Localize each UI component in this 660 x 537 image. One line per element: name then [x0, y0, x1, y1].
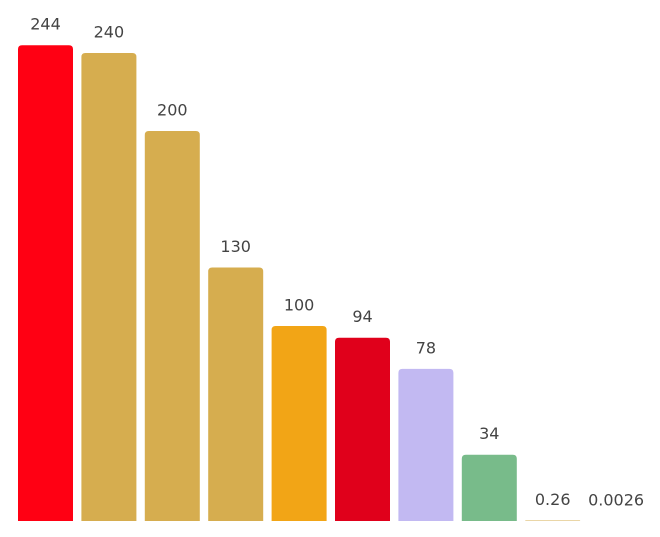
bar — [144, 131, 200, 521]
data-label: 34 — [479, 424, 499, 443]
data-label: 94 — [352, 307, 372, 326]
data-label: 0.0026 — [588, 490, 644, 509]
bar — [398, 368, 454, 521]
data-label: 240 — [94, 23, 125, 42]
data-label: 130 — [220, 237, 251, 256]
bar — [525, 520, 581, 521]
data-label: 0.26 — [535, 490, 571, 509]
data-label: 200 — [157, 101, 188, 120]
bar — [271, 326, 327, 521]
data-label: 100 — [284, 296, 315, 315]
bar — [461, 454, 517, 521]
bar — [208, 267, 264, 521]
data-label: 78 — [416, 338, 436, 357]
data-label: 244 — [30, 15, 61, 34]
bar — [81, 53, 137, 521]
bar — [335, 337, 390, 521]
bar — [18, 45, 73, 521]
